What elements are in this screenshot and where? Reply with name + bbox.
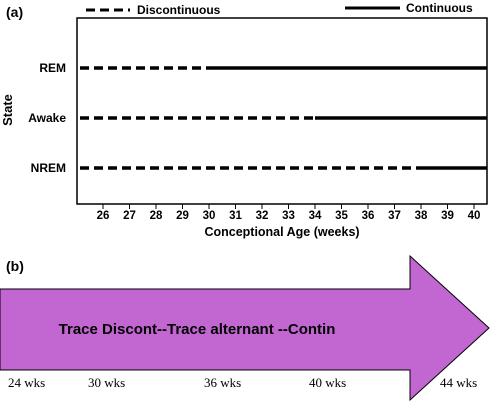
y-axis-label: State [0,94,15,126]
age-30-label: 30 wks [88,375,125,390]
x-tick-label-36: 36 [362,210,375,222]
state-rows [80,66,487,170]
x-tick-label-32: 32 [256,210,269,222]
panel-a-label: (a) [6,4,23,20]
x-tick-label-35: 35 [335,210,348,222]
age-44-label: 44 wks [440,375,477,390]
panel-b-label: (b) [6,258,24,274]
age-progression-arrow [0,254,490,402]
x-tick-label-28: 28 [150,210,163,222]
x-tick-label-34: 34 [309,210,322,222]
x-tick-label-26: 26 [97,210,110,222]
arrow-text: Trace Discont--Trace alternant --Contin [59,321,336,338]
row-label-awake: Awake [28,111,66,125]
row-label-nrem: NREM [31,161,66,175]
x-axis-label: Conceptional Age (weeks) [204,225,359,239]
legend-continuous-label: Continuous [406,1,473,15]
x-tick-label-27: 27 [123,210,136,222]
row-label-rem: REM [39,61,66,75]
x-tick-label-37: 37 [388,210,401,222]
x-tick-label-33: 33 [282,210,295,222]
x-tick-label-31: 31 [229,210,242,222]
x-tick-label-40: 40 [468,210,481,222]
legend-discontinuous-label: Discontinuous [137,3,221,17]
age-24-label: 24 wks [8,375,45,390]
x-tick-label-29: 29 [176,210,189,222]
age-40-label: 40 wks [309,375,346,390]
x-ticks: 26 27 28 29 30 31 32 33 34 35 36 37 38 39 40 [97,204,481,222]
x-tick-label-38: 38 [415,210,428,222]
x-tick-label-30: 30 [203,210,216,222]
age-36-label: 36 wks [204,375,241,390]
x-tick-label-39: 39 [441,210,454,222]
plot-frame [76,17,488,205]
